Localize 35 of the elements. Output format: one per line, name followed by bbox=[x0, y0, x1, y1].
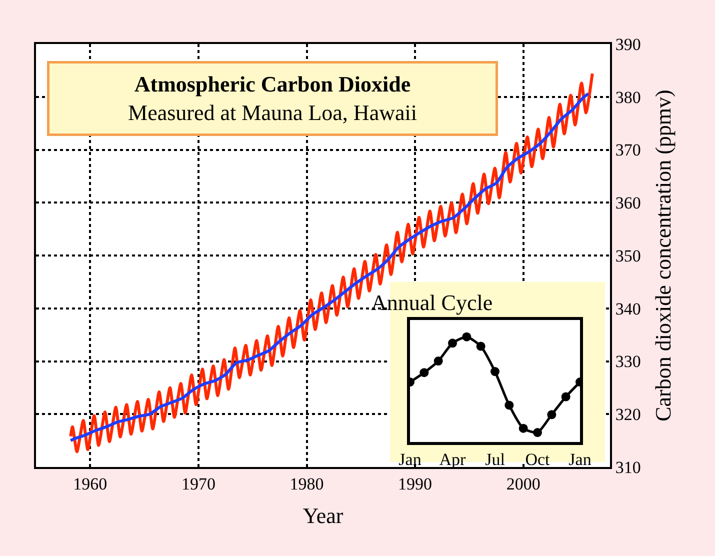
x-tick-label: Jul bbox=[485, 450, 506, 470]
point bbox=[533, 428, 542, 438]
point bbox=[476, 342, 486, 351]
x-tick-label: 1980 bbox=[290, 474, 324, 494]
point bbox=[490, 367, 500, 376]
y-tick-label: 330 bbox=[615, 352, 641, 372]
x-tick-label: 1960 bbox=[73, 474, 108, 494]
point bbox=[434, 356, 443, 366]
y-tick-label: 390 bbox=[615, 34, 641, 54]
point bbox=[504, 400, 514, 410]
y-tick-label: 380 bbox=[615, 88, 641, 107]
x-tick-label: Jan bbox=[568, 450, 592, 470]
point bbox=[547, 410, 556, 420]
x-tick-label: 1970 bbox=[181, 474, 216, 494]
point bbox=[462, 332, 472, 342]
text: Atmospheric Carbon Dioxide bbox=[134, 72, 411, 96]
point bbox=[518, 424, 528, 433]
x-tick-label: 2000 bbox=[506, 474, 540, 494]
y-tick-label: 320 bbox=[615, 405, 641, 424]
point bbox=[448, 338, 457, 348]
x-tick-label: Oct bbox=[525, 450, 550, 470]
y-tick-label: 370 bbox=[615, 140, 641, 160]
point bbox=[561, 392, 570, 402]
y-axis-title: Carbon dioxide concentration (ppmv) bbox=[650, 90, 676, 422]
chart-title: Annual Cycle bbox=[371, 290, 493, 315]
y-tick-label: 360 bbox=[615, 194, 641, 213]
y-tick-label: 310 bbox=[615, 458, 641, 477]
y-tick-label: 340 bbox=[615, 299, 641, 318]
text: Measured at Mauna Loa, Hawaii bbox=[128, 100, 417, 126]
point bbox=[420, 368, 429, 378]
x-tick-label: Apr bbox=[439, 450, 466, 470]
x-tick-label: Jan bbox=[398, 450, 422, 470]
x-axis-title: Year bbox=[302, 502, 344, 528]
y-tick-label: 350 bbox=[615, 246, 641, 266]
x-tick-label: 1990 bbox=[398, 474, 432, 494]
